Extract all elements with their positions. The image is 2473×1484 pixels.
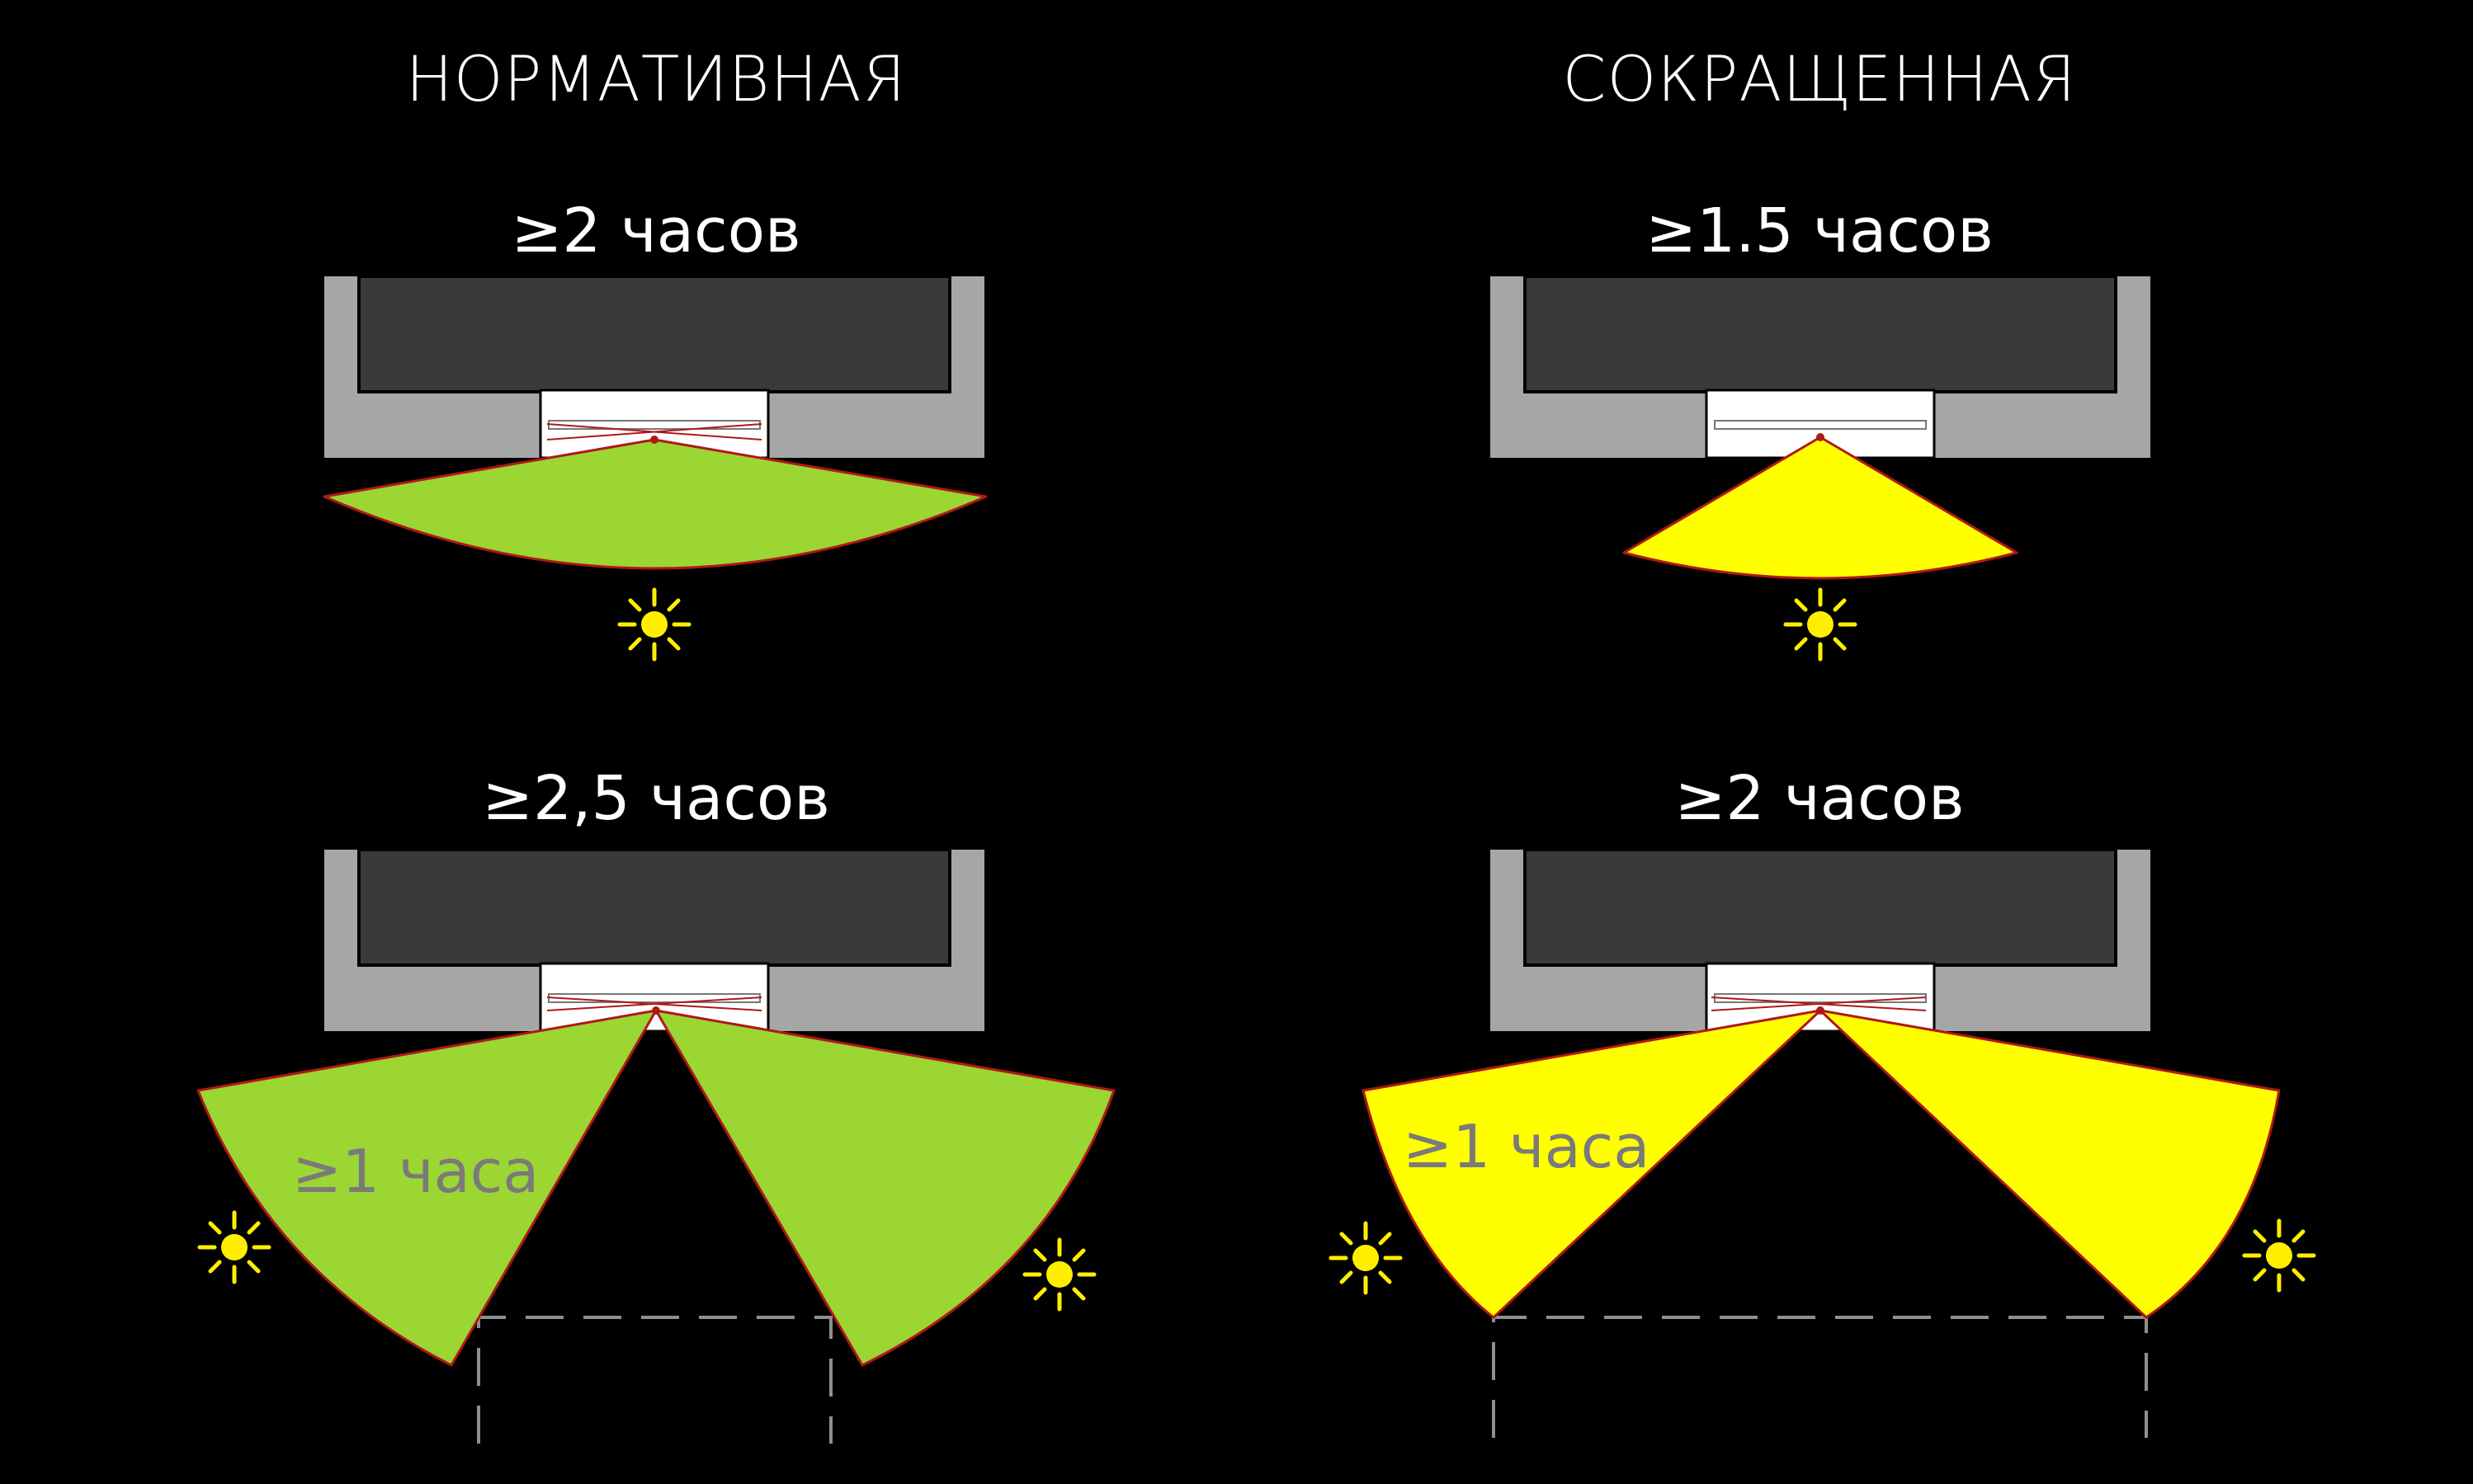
title-reduced: СОКРАЩЕННАЯ — [1562, 42, 2076, 115]
dashed-neighbour-outline — [1494, 1317, 2146, 1438]
panel-top-right: ≥1.5 часов — [1490, 196, 2150, 659]
reduced-insolation-sector-right — [1820, 1011, 2279, 1317]
panel-bottom-right: ≥2 часов ≥1 часа — [1331, 763, 2314, 1438]
sun-icon — [1786, 590, 1855, 659]
duration-label: ≥2 часов — [511, 196, 800, 266]
panel-top-left: ≥2 часов — [324, 196, 986, 659]
sun-icon-right — [1025, 1240, 1094, 1309]
building-plan — [324, 276, 984, 458]
duration-label: ≥1.5 часов — [1645, 196, 1994, 266]
duration-label: ≥2,5 часов — [482, 763, 830, 834]
sun-icon-left — [200, 1213, 269, 1282]
sun-icon-right — [2244, 1221, 2314, 1290]
title-normative: НОРМАТИВНАЯ — [406, 42, 907, 115]
normative-insolation-sector-right — [656, 1011, 1114, 1365]
dashed-neighbour-outline — [479, 1317, 831, 1444]
sector-apex — [650, 436, 658, 444]
duration-label: ≥2 часов — [1674, 763, 1964, 834]
reduced-insolation-sector — [1624, 437, 2017, 578]
sector-apex — [1816, 1006, 1824, 1015]
sub-duration-label: ≥1 часа — [1403, 1112, 1649, 1181]
panel-bottom-left: ≥2,5 часов ≥1 часа — [198, 763, 1114, 1444]
sector-apex — [652, 1006, 660, 1015]
sector-apex — [1816, 433, 1824, 441]
sun-icon-left — [1331, 1223, 1400, 1293]
sun-icon — [620, 590, 689, 659]
sub-duration-label: ≥1 часа — [292, 1137, 539, 1206]
building-plan — [1490, 276, 2150, 458]
normative-insolation-sector — [324, 440, 986, 568]
